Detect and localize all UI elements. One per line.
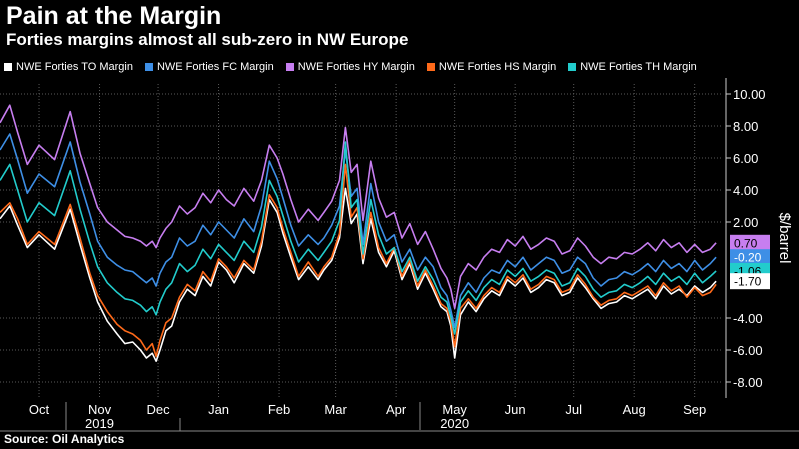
- y-tick-label: 6.00: [733, 151, 758, 166]
- legend-swatch: [144, 63, 153, 71]
- chart-subtitle: Forties margins almost all sub-zero in N…: [6, 30, 409, 49]
- x-tick-label: Nov: [88, 402, 112, 417]
- x-tick-label: Apr: [386, 402, 407, 417]
- legend-item: NWE Forties TH Margin: [568, 61, 697, 73]
- last-value-label: -0.20: [730, 249, 770, 266]
- x-tick-label: Aug: [623, 402, 646, 417]
- legend-label: NWE Forties FC Margin: [156, 61, 274, 73]
- last-value-box: [730, 234, 770, 251]
- last-value-box: [730, 249, 770, 266]
- y-tick-label: -8.00: [733, 375, 763, 390]
- series-line-3: [0, 163, 717, 358]
- legend-item: NWE Forties HS Margin: [426, 61, 557, 73]
- x-tick-label: May: [442, 402, 467, 417]
- x-tick-label: Mar: [324, 402, 347, 417]
- x-tick-label: Sep: [683, 402, 706, 417]
- series-line-0: [0, 187, 717, 363]
- y-tick-label: -6.00: [733, 343, 763, 358]
- y-tick-label: 4.00: [733, 183, 758, 198]
- chart-title: Pain at the Margin: [6, 2, 222, 30]
- last-value-text: 0.70: [734, 236, 758, 250]
- last-value-label: -1.70: [730, 273, 770, 290]
- x-tick-label: Jun: [505, 402, 526, 417]
- legend-swatch: [285, 63, 294, 71]
- x-year-label: 2020: [440, 416, 469, 431]
- legend-label: NWE Forties HY Margin: [297, 61, 415, 73]
- x-tick-label: Jan: [208, 402, 229, 417]
- series-line-2: [0, 104, 717, 310]
- series-line-4: [0, 141, 717, 335]
- last-value-text: -0.20: [734, 251, 762, 265]
- x-tick-label: Jul: [565, 402, 582, 417]
- legend-swatch: [4, 63, 12, 71]
- legend-label: NWE Forties TO Margin: [16, 61, 133, 73]
- x-year-label: 2019: [85, 416, 114, 431]
- last-value-text: -1.70: [734, 275, 762, 289]
- legend-item: NWE Forties TO Margin: [4, 61, 133, 73]
- legend-item: NWE Forties HY Margin: [285, 61, 415, 73]
- y-tick-label: 10.00: [733, 87, 766, 102]
- y-tick-label: 2.00: [733, 215, 758, 230]
- legend-swatch: [426, 63, 435, 71]
- legend-item: NWE Forties FC Margin: [144, 61, 274, 73]
- source-note: Source: Oil Analytics: [4, 432, 125, 446]
- y-tick-label: -4.00: [733, 311, 763, 326]
- x-tick-label: Oct: [29, 402, 50, 417]
- x-tick-label: Feb: [268, 402, 290, 417]
- chart-legend: NWE Forties TO Margin NWE Forties FC Marg…: [4, 59, 709, 75]
- legend-label: NWE Forties HS Margin: [438, 61, 557, 73]
- x-tick-label: Dec: [146, 402, 170, 417]
- last-value-box: [730, 273, 770, 290]
- y-axis-title: $/barrel: [776, 213, 793, 264]
- y-tick-label: 8.00: [733, 119, 758, 134]
- series-line-1: [0, 133, 717, 329]
- legend-label: NWE Forties TH Margin: [580, 61, 697, 73]
- last-value-label: 0.70: [730, 234, 770, 251]
- legend-swatch: [568, 63, 577, 71]
